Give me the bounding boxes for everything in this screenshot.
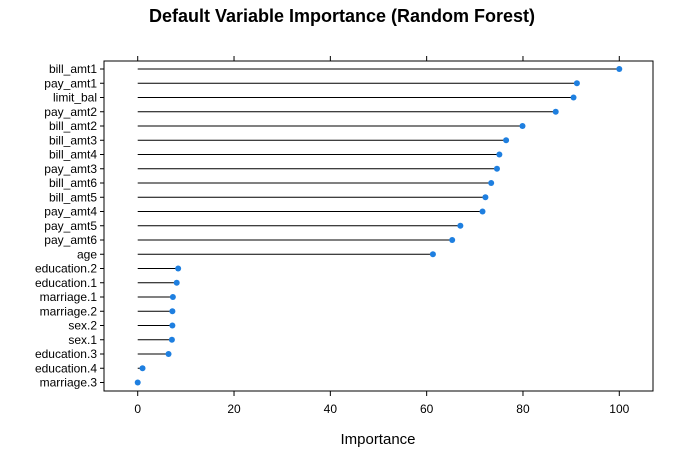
y-tick-label: sex.2 — [68, 319, 97, 333]
x-tick-label: 80 — [516, 402, 530, 416]
x-tick-label: 0 — [134, 402, 141, 416]
data-point — [165, 351, 172, 357]
y-tick-label: bill_amt1 — [49, 62, 97, 76]
data-point — [570, 94, 577, 101]
data-point — [457, 222, 464, 229]
y-tick-label: marriage.1 — [40, 290, 98, 304]
data-point — [175, 265, 182, 272]
data-point — [616, 66, 623, 72]
y-tick-label: education.1 — [35, 276, 97, 290]
data-point — [519, 123, 526, 129]
y-tick-label: pay_amt1 — [44, 76, 97, 90]
lollipop-stems — [137, 68, 620, 369]
y-tick-label: pay_amt5 — [44, 219, 97, 233]
x-tick-label: 100 — [609, 402, 629, 416]
y-tick-label: bill_amt2 — [49, 119, 97, 133]
y-tick-label: limit_bal — [53, 91, 97, 105]
y-tick-label: pay_amt6 — [44, 233, 97, 247]
y-tick-label: sex.1 — [68, 333, 97, 347]
data-point — [429, 251, 436, 258]
y-tick-label: pay_amt4 — [44, 205, 97, 219]
x-axis-label: Importance — [340, 431, 415, 448]
y-tick-label: pay_amt3 — [44, 162, 97, 176]
data-point — [169, 308, 176, 315]
y-tick-label: education.4 — [35, 361, 97, 375]
data-point — [449, 237, 456, 243]
x-tick-label: 60 — [420, 402, 434, 416]
y-tick-label: marriage.2 — [40, 304, 98, 318]
data-point — [479, 208, 486, 215]
data-point — [168, 336, 175, 343]
y-tick-label: education.2 — [35, 262, 97, 276]
data-point — [496, 151, 503, 158]
y-tick-label: education.3 — [35, 347, 97, 361]
data-point — [552, 108, 559, 115]
y-tick-label: bill_amt4 — [49, 148, 97, 162]
data-point — [134, 379, 141, 386]
y-axis-labels: bill_amt1pay_amt1limit_balpay_amt2bill_a… — [35, 62, 104, 390]
y-tick-label: bill_amt6 — [49, 176, 97, 190]
y-tick-label: bill_amt3 — [49, 133, 97, 147]
data-point — [493, 165, 500, 172]
data-point — [169, 294, 176, 300]
data-point — [173, 279, 180, 286]
x-tick-label: 20 — [227, 402, 241, 416]
data-point — [139, 365, 146, 372]
data-point — [169, 322, 176, 329]
x-tick-label: 40 — [324, 402, 338, 416]
data-point — [503, 137, 510, 144]
lollipop-points — [134, 66, 623, 386]
y-tick-label: marriage.3 — [40, 376, 98, 390]
data-point — [482, 194, 489, 201]
data-point — [573, 80, 580, 87]
y-tick-label: pay_amt2 — [44, 105, 97, 119]
data-point — [488, 180, 495, 186]
y-tick-label: bill_amt5 — [49, 190, 97, 204]
x-axis: 0 20 40 60 80 100 — [134, 56, 630, 416]
y-tick-label: age — [77, 247, 97, 261]
chart-title: Default Variable Importance (Random Fore… — [149, 6, 535, 26]
